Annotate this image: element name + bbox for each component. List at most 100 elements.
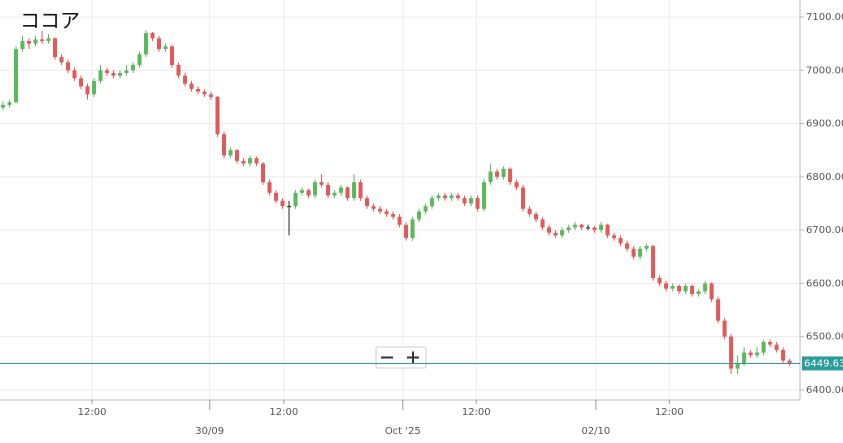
candle-body bbox=[358, 182, 363, 199]
candle-body bbox=[13, 49, 19, 103]
candle-body bbox=[631, 248, 636, 257]
candle-body bbox=[599, 224, 604, 231]
y-tick-label: 6900.00 bbox=[806, 119, 843, 130]
candle-body bbox=[228, 150, 233, 156]
candle-body bbox=[46, 38, 51, 42]
candle-body bbox=[209, 94, 214, 97]
candle-body bbox=[735, 363, 740, 369]
x-tick-label: 30/09 bbox=[195, 426, 224, 437]
candle-body bbox=[150, 33, 155, 39]
candle-body bbox=[423, 206, 428, 212]
candle-body bbox=[475, 198, 480, 209]
candle-body bbox=[85, 86, 90, 95]
candle-body bbox=[703, 283, 708, 292]
candle-body bbox=[787, 360, 792, 364]
candle-body bbox=[729, 336, 734, 369]
x-tick-label: 12:00 bbox=[655, 407, 684, 418]
candle-body bbox=[488, 171, 493, 183]
candle-body bbox=[644, 246, 649, 249]
candle-body bbox=[300, 190, 305, 193]
y-tick-label: 6500.00 bbox=[806, 332, 843, 343]
y-tick-label: 6400.00 bbox=[806, 385, 843, 396]
candle-body bbox=[384, 211, 389, 215]
candle-body bbox=[677, 286, 682, 292]
candle-body bbox=[267, 182, 272, 193]
x-tick-label: Oct '25 bbox=[385, 426, 421, 437]
candle-body bbox=[33, 39, 38, 44]
candle-body bbox=[143, 33, 149, 55]
candle-body bbox=[430, 198, 435, 207]
candle-body bbox=[573, 224, 578, 228]
candle-body bbox=[254, 158, 259, 164]
candle-body bbox=[52, 38, 58, 57]
candle-body bbox=[683, 286, 688, 292]
y-tick-label: 6700.00 bbox=[806, 225, 843, 236]
candle-body bbox=[306, 190, 311, 196]
candle-body bbox=[540, 219, 545, 228]
candle-body bbox=[748, 352, 753, 356]
candle-body bbox=[657, 278, 662, 284]
candle-body bbox=[404, 224, 409, 239]
candle-body bbox=[274, 192, 279, 201]
candle-body bbox=[560, 230, 565, 236]
candle-body bbox=[716, 299, 721, 321]
candle-body bbox=[417, 211, 422, 220]
candle-body bbox=[339, 187, 344, 193]
candle-body bbox=[501, 168, 506, 177]
candle-body bbox=[222, 134, 227, 156]
candle-body bbox=[371, 206, 376, 209]
candle-body bbox=[189, 83, 194, 89]
candle-body bbox=[352, 182, 357, 199]
candle-body bbox=[98, 70, 103, 81]
candle-body bbox=[768, 341, 773, 345]
candle-body bbox=[39, 39, 45, 42]
candle-body bbox=[78, 78, 84, 87]
candle-body bbox=[117, 72, 123, 76]
y-tick-label: 7100.00 bbox=[806, 12, 843, 23]
x-tick-label: 12:00 bbox=[269, 407, 298, 418]
candle-body bbox=[612, 235, 617, 239]
candle-body bbox=[586, 227, 591, 229]
candle-body bbox=[176, 64, 181, 76]
candle-body bbox=[111, 72, 116, 76]
candle-body bbox=[169, 46, 175, 65]
candle-body bbox=[579, 224, 584, 228]
x-tick-label: 12:00 bbox=[78, 407, 107, 418]
candle-body bbox=[456, 195, 461, 199]
candle-body bbox=[618, 238, 623, 244]
candle-body bbox=[664, 283, 669, 289]
candle-body bbox=[124, 70, 129, 73]
candle-body bbox=[436, 195, 441, 199]
candle-body bbox=[156, 38, 162, 50]
y-tick-label: 6800.00 bbox=[806, 172, 843, 183]
candle-body bbox=[130, 64, 136, 71]
candle-body bbox=[20, 41, 25, 50]
candle-body bbox=[592, 227, 597, 231]
candle-body bbox=[651, 246, 656, 279]
candle-body bbox=[774, 344, 779, 350]
grid bbox=[0, 0, 800, 400]
candle-body bbox=[248, 158, 253, 164]
candle-body bbox=[137, 54, 142, 65]
x-tick-label: 02/10 bbox=[581, 426, 610, 437]
x-tick-label: 12:00 bbox=[462, 407, 491, 418]
candle-body bbox=[781, 349, 786, 361]
current-price-label: 6449.63 bbox=[804, 358, 843, 369]
candle-body bbox=[365, 198, 370, 207]
candle-body bbox=[391, 214, 396, 217]
candle-body bbox=[443, 195, 448, 199]
candle-body bbox=[547, 227, 552, 233]
candle-body bbox=[215, 96, 220, 135]
candle-body bbox=[0, 104, 6, 108]
candle-body bbox=[202, 91, 207, 95]
candle-body bbox=[319, 182, 324, 185]
candle-body bbox=[514, 182, 519, 188]
candle-body bbox=[534, 214, 539, 220]
candle-body bbox=[196, 88, 201, 92]
candle-body bbox=[696, 291, 701, 295]
candle-body bbox=[241, 160, 246, 164]
candle-body bbox=[313, 182, 318, 196]
candle-body bbox=[287, 206, 292, 208]
candle-body bbox=[605, 224, 610, 236]
candle-body bbox=[59, 56, 64, 63]
